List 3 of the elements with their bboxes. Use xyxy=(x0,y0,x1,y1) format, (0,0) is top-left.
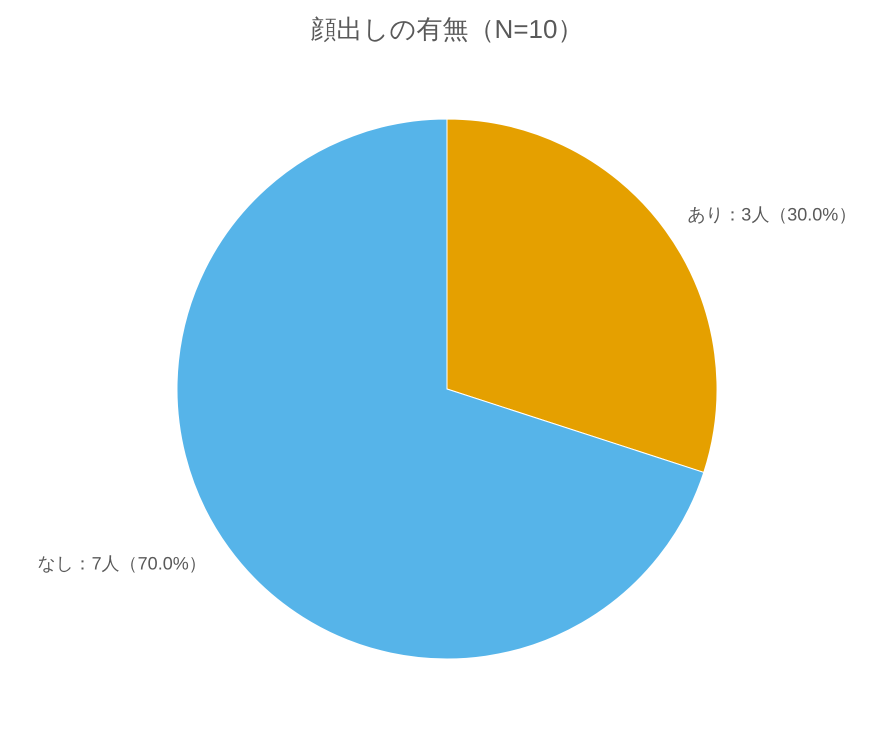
slice-label: あり：3人（30.0%） xyxy=(687,204,856,224)
chart-title: 顔出しの有無（N=10） xyxy=(310,14,584,44)
slice-label: なし：7人（70.0%） xyxy=(38,554,207,574)
